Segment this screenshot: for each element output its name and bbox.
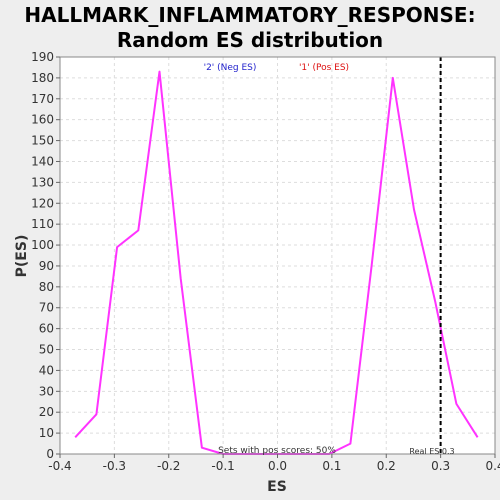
y-tick-label: 190 xyxy=(31,50,54,64)
chart-title-line2: Random ES distribution xyxy=(117,28,383,52)
x-tick-label: 0.3 xyxy=(431,459,450,473)
x-axis-label: ES xyxy=(267,479,287,495)
y-tick-label: 110 xyxy=(31,217,54,231)
y-tick-label: 100 xyxy=(31,238,54,252)
y-tick-label: 130 xyxy=(31,175,54,189)
x-tick-label: -0.2 xyxy=(157,459,180,473)
y-tick-label: 140 xyxy=(31,154,54,168)
x-tick-label: 0.2 xyxy=(377,459,396,473)
y-tick-label: 40 xyxy=(39,363,54,377)
y-axis-label: P(ES) xyxy=(14,235,30,278)
y-tick-label: 50 xyxy=(39,343,54,357)
y-tick-label: 10 xyxy=(39,426,54,440)
chart-title-line1: HALLMARK_INFLAMMATORY_RESPONSE: xyxy=(24,3,475,27)
y-tick-label: 60 xyxy=(39,322,54,336)
y-tick-label: 80 xyxy=(39,280,54,294)
real-es-annotation: Real ES 0.3 xyxy=(409,447,454,456)
y-tick-label: 160 xyxy=(31,113,54,127)
y-tick-label: 20 xyxy=(39,405,54,419)
y-tick-label: 0 xyxy=(46,447,54,461)
y-tick-label: 30 xyxy=(39,384,54,398)
x-tick-label: 0.1 xyxy=(322,459,341,473)
y-tick-label: 90 xyxy=(39,259,54,273)
axes: 0 10 20 30 40 50 60 70 80 90 100 110 120 130 140 150 160… xyxy=(31,50,500,473)
x-tick-label: -0.4 xyxy=(48,459,71,473)
pos-scores-annotation: Sets with pos scores: 50% xyxy=(218,446,336,456)
x-tick-label: -0.3 xyxy=(103,459,126,473)
x-tick-label: 0.4 xyxy=(485,459,500,473)
x-tick-label: -0.1 xyxy=(211,459,234,473)
y-tick-label: 170 xyxy=(31,92,54,106)
y-tick-label: 180 xyxy=(31,71,54,85)
y-tick-label: 120 xyxy=(31,196,54,210)
y-tick-label: 70 xyxy=(39,301,54,315)
legend-neg-label: '2' (Neg ES) xyxy=(204,63,257,73)
x-tick-label: 0.0 xyxy=(268,459,287,473)
legend-pos-label: '1' (Pos ES) xyxy=(299,63,349,73)
y-tick-label: 150 xyxy=(31,134,54,148)
